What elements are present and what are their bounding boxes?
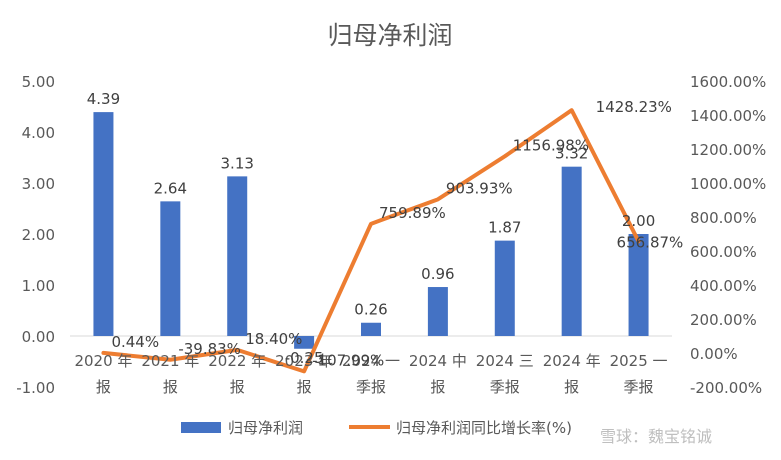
x-tick-label: 2024 一 (342, 352, 400, 370)
bar (160, 201, 181, 336)
x-tick-label: 报 (297, 378, 312, 396)
bars-layer (93, 112, 649, 349)
line-data-label: 18.40% (245, 330, 302, 348)
y-left-tick-label: -1.00 (16, 379, 55, 397)
y-right-tick-label: 800.00% (690, 209, 757, 227)
line-point (302, 369, 306, 373)
bar (294, 336, 315, 349)
y-right-tick-label: 1000.00% (690, 175, 766, 193)
y-left-tick-label: 3.00 (22, 175, 55, 193)
bar-data-label: 1.87 (488, 219, 521, 237)
y-right-tick-label: 400.00% (690, 277, 757, 295)
bar (227, 176, 248, 336)
y-left-tick-label: 1.00 (22, 277, 55, 295)
watermark: 雪球：魏宝铭诚 (600, 427, 712, 446)
legend: 归母净利润 归母净利润同比增长率(%) (181, 419, 572, 437)
y-left-tick-label: 2.00 (22, 226, 55, 244)
y-right-tick-label: 600.00% (690, 243, 757, 261)
line-point (369, 222, 373, 226)
bar (628, 234, 649, 336)
line-data-label: -39.83% (178, 340, 241, 358)
x-tick-label: 2021 年 (141, 352, 199, 370)
bar (494, 240, 515, 336)
bar-data-label: 4.39 (87, 90, 120, 108)
line-data-label: 0.44% (111, 333, 159, 351)
legend-label-growth: 归母净利润同比增长率(%) (396, 419, 572, 437)
bar-data-label: 2.00 (622, 212, 655, 230)
x-tick-label: 2025 一 (610, 352, 668, 370)
x-tick-label: 2024 中 (409, 352, 467, 370)
bar-data-label: 0.26 (354, 301, 387, 319)
y-right-tick-label: 0.00% (690, 345, 738, 363)
legend-swatch-bar (181, 422, 221, 433)
bar (361, 322, 381, 336)
x-tick-label: 2020 年 (74, 352, 132, 370)
x-tick-label: 报 (230, 378, 245, 396)
x-tick-label: 2024 年 (543, 352, 601, 370)
line-data-label: -107.99% (312, 351, 384, 369)
line-data-label: 1156.98% (513, 136, 589, 154)
y-left-tick-label: 4.00 (22, 124, 55, 142)
bar-data-label: -0.25 (285, 349, 324, 367)
bar-data-label: 2.64 (154, 179, 187, 197)
x-tick-label: 报 (564, 378, 579, 396)
line-data-label: 759.89% (379, 204, 446, 222)
bar (93, 112, 114, 336)
line-data-label: 1428.23% (596, 98, 672, 116)
x-tick-label: 季报 (490, 378, 520, 396)
x-tick-label: 报 (430, 378, 445, 396)
x-tick-label: 季报 (624, 378, 654, 396)
line-layer (101, 108, 641, 374)
line-point (235, 348, 239, 352)
line-point (637, 239, 641, 243)
line-point (101, 351, 105, 355)
line-point (168, 358, 172, 362)
line-point (436, 197, 440, 201)
legend-label-profit: 归母净利润 (228, 419, 303, 437)
x-tick-label: 2024 三 (476, 352, 534, 370)
y-right-tick-label: 1400.00% (690, 107, 766, 125)
chart-title: 归母净利润 (327, 21, 452, 50)
line-data-label: 656.87% (617, 233, 684, 251)
y-right-tick-label: -200.00% (690, 379, 762, 397)
x-tick-label: 报 (96, 378, 111, 396)
x-tick-label: 季报 (356, 378, 386, 396)
y-right-tick-label: 1200.00% (690, 141, 766, 159)
bar-data-label: 0.96 (421, 265, 454, 283)
x-tick-label: 2023 年 (275, 352, 333, 370)
bar (427, 287, 448, 336)
bar (561, 166, 582, 336)
line-point (570, 108, 574, 112)
line-point (503, 154, 507, 158)
bar-data-label: 3.32 (555, 145, 588, 163)
y-left-tick-label: 5.00 (22, 73, 55, 91)
y-right-tick-label: 200.00% (690, 311, 757, 329)
y-right-tick-label: 1600.00% (690, 73, 766, 91)
line-data-label: 903.93% (446, 179, 513, 197)
x-tick-label: 报 (163, 378, 178, 396)
y-left-tick-label: 0.00 (22, 328, 55, 346)
bar-data-label: 3.13 (221, 154, 254, 172)
x-tick-label: 2022 年 (208, 352, 266, 370)
